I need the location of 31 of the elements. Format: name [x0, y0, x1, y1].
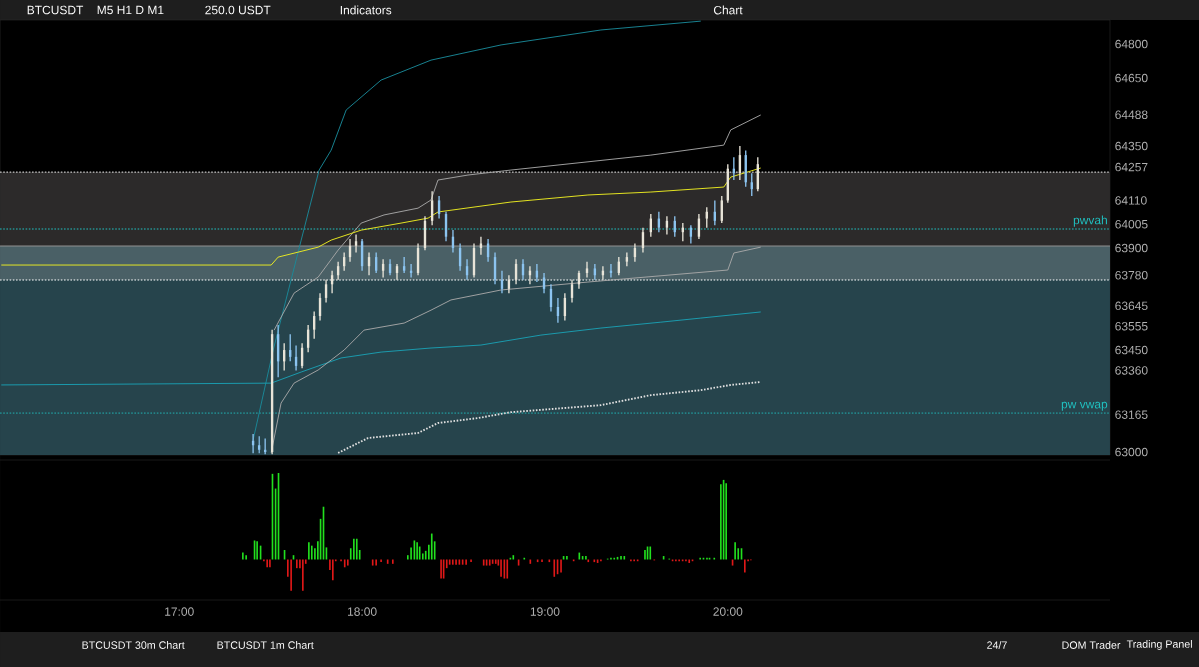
y-tick-label: 64800 [1115, 39, 1148, 49]
x-tick-label: 19:00 [530, 607, 560, 616]
x-tick-label: 20:00 [713, 607, 743, 616]
ref-line-label: pw vwap [1061, 401, 1108, 411]
text: 24/7 [987, 641, 1007, 649]
text: Indicators [340, 5, 392, 15]
text: Trading Panel [1126, 640, 1192, 650]
text: BTCUSDT 1m Chart [217, 641, 314, 649]
y-tick-label: 64110 [1115, 196, 1147, 205]
y-tick-label: 64488 [1115, 110, 1148, 120]
x-tick-label: 18:00 [347, 607, 377, 616]
y-tick-label: 63450 [1115, 345, 1148, 355]
y-tick-label: 64650 [1115, 73, 1148, 83]
x-tick-label: 17:00 [165, 607, 194, 616]
y-tick-label: 64257 [1115, 162, 1148, 172]
y-tick-label: 63555 [1115, 321, 1148, 331]
ref-line-label: pwvah [1073, 215, 1107, 227]
y-tick-label: 63900 [1115, 243, 1148, 253]
y-tick-label: 63780 [1115, 270, 1148, 280]
y-tick-label: 63000 [1115, 447, 1148, 457]
y-tick-label: 63165 [1115, 410, 1148, 419]
text: 250.0 USDT [205, 5, 271, 15]
y-tick-label: 64350 [1115, 141, 1148, 151]
chart-title: BTCUSDT [27, 5, 84, 15]
y-tick-label: 63360 [1115, 366, 1148, 375]
text: BTCUSDT 30m Chart [82, 641, 185, 649]
chart-subtitle: Chart [713, 5, 743, 15]
text: M5 H1 D M1 [97, 5, 164, 15]
y-tick-label: 64005 [1115, 219, 1148, 229]
text: DOM Trader [1062, 641, 1121, 649]
y-tick-label: 63645 [1115, 301, 1148, 311]
